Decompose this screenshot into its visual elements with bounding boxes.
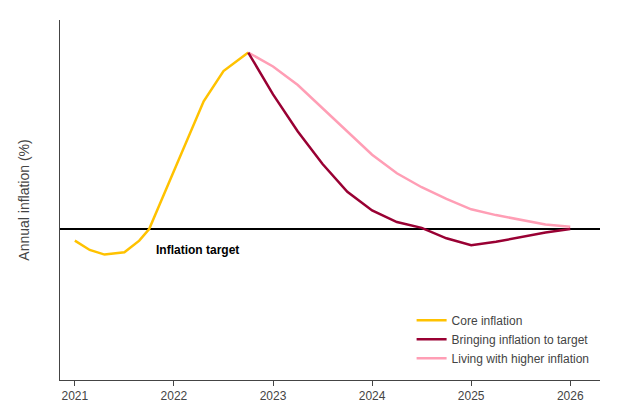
svg-text:2025: 2025 [458, 389, 485, 403]
svg-text:Core inflation: Core inflation [452, 314, 523, 328]
svg-text:2024: 2024 [359, 389, 386, 403]
svg-text:2021: 2021 [62, 389, 89, 403]
svg-text:2026: 2026 [557, 389, 584, 403]
svg-text:Annual inflation (%): Annual inflation (%) [16, 139, 32, 260]
svg-text:2023: 2023 [260, 389, 287, 403]
svg-text:2022: 2022 [161, 389, 188, 403]
svg-text:Bringing inflation to target: Bringing inflation to target [452, 333, 589, 347]
svg-text:Living with higher inflation: Living with higher inflation [452, 352, 589, 366]
svg-text:Inflation target: Inflation target [156, 243, 239, 257]
